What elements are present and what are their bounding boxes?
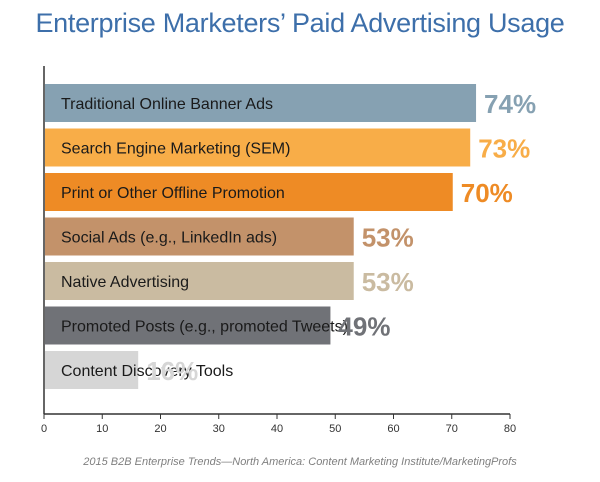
source-caption: 2015 B2B Enterprise Trends—North America… <box>83 456 517 468</box>
bar-category-label: Search Engine Marketing (SEM) <box>61 141 290 158</box>
x-tick-label: 60 <box>387 423 399 435</box>
chart-title: Enterprise Marketers’ Paid Advertising U… <box>35 8 565 38</box>
bar-category-label: Social Ads (e.g., LinkedIn ads) <box>61 230 277 247</box>
x-tick-label: 0 <box>41 423 47 435</box>
bar <box>45 262 354 300</box>
axes-group: 0 10 20 30 40 50 60 70 80 <box>41 66 516 435</box>
bar-category-label: Traditional Online Banner Ads <box>61 96 273 113</box>
bar-category-label: Native Advertising <box>61 274 189 291</box>
bar-value-label: 53% <box>362 267 414 297</box>
x-tick-label: 40 <box>271 423 283 435</box>
x-tick-label: 80 <box>504 423 516 435</box>
bar <box>45 217 354 256</box>
bar-value-label: 16% <box>146 356 198 386</box>
bar <box>45 173 453 211</box>
bar-value-label: 70% <box>461 178 513 208</box>
bar-category-label: Promoted Posts (e.g., promoted Tweets) <box>61 319 348 336</box>
x-tick-label: 50 <box>329 423 341 435</box>
bar-value-label: 49% <box>338 312 390 342</box>
bar <box>45 128 471 167</box>
bar-category-label: Content Discovery Tools <box>61 363 233 380</box>
bar-value-label: 74% <box>484 89 536 119</box>
x-tick-label: 20 <box>154 423 166 435</box>
x-tick-label: 30 <box>213 423 225 435</box>
x-tick-label: 70 <box>446 423 458 435</box>
bar <box>45 351 139 389</box>
bar <box>45 84 477 122</box>
bar-value-label: 73% <box>478 134 530 164</box>
bar <box>45 306 331 345</box>
bar-category-label: Print or Other Offline Promotion <box>61 185 285 202</box>
x-tick-label: 10 <box>96 423 108 435</box>
bar-value-label: 53% <box>362 223 414 253</box>
bars-group: Traditional Online Banner Ads 74% Search E… <box>45 84 536 389</box>
